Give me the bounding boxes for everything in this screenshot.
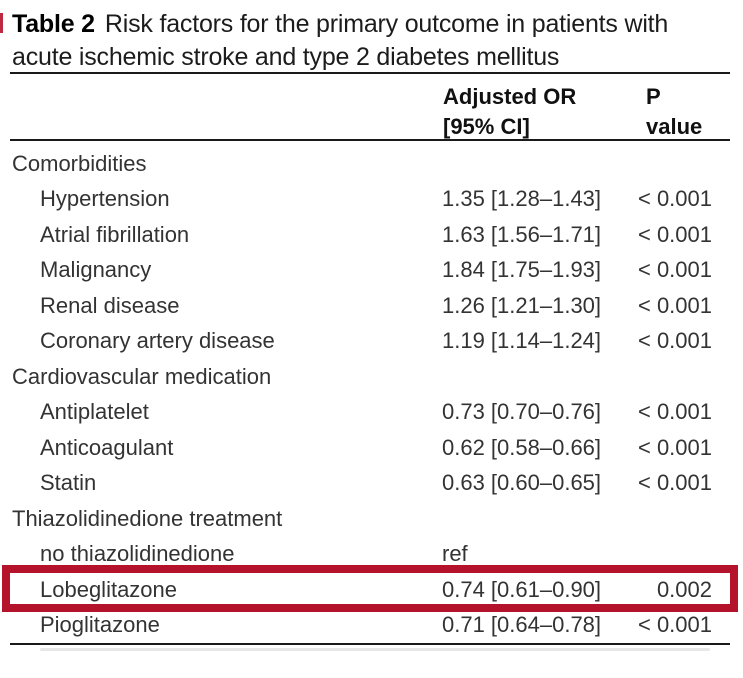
row-label: Lobeglitazone bbox=[40, 576, 178, 602]
row-label: Atrial fibrillation bbox=[40, 221, 190, 247]
table-number: Table 2 bbox=[12, 10, 95, 38]
row-odds-ratio: 1.84 [1.75–1.93] bbox=[442, 257, 602, 283]
table-row-lobeglitazone: Lobeglitazone 0.74 [0.61–0.90] 0.002 bbox=[0, 572, 743, 608]
row-label: Cardiovascular medication bbox=[12, 363, 272, 389]
header-bottom-rule bbox=[10, 139, 730, 141]
table-row-renal-disease: Renal disease 1.26 [1.21–1.30] < 0.001 bbox=[0, 288, 743, 324]
row-odds-ratio: 0.63 [0.60–0.65] bbox=[442, 470, 602, 496]
row-odds-ratio: 1.63 [1.56–1.71] bbox=[442, 221, 602, 247]
table-row-antiplatelet: Antiplatelet 0.73 [0.70–0.76] < 0.001 bbox=[0, 395, 743, 431]
row-label: Comorbidities bbox=[12, 150, 147, 176]
row-p-value: < 0.001 bbox=[637, 186, 712, 212]
table-row-malignancy: Malignancy 1.84 [1.75–1.93] < 0.001 bbox=[0, 253, 743, 289]
caption-line2: acute ischemic stroke and type 2 diabete… bbox=[12, 43, 560, 71]
table-body: Comorbidities Hypertension 1.35 [1.28–1.… bbox=[0, 146, 743, 643]
page-edge-red-mark bbox=[0, 13, 3, 33]
cropped-text-remnant bbox=[40, 648, 710, 651]
row-label: Thiazolidinedione treatment bbox=[12, 505, 283, 531]
table-row-anticoagulant: Anticoagulant 0.62 [0.58–0.66] < 0.001 bbox=[0, 430, 743, 466]
row-p-value: < 0.001 bbox=[637, 221, 712, 247]
column-header-adjusted-or: Adjusted OR [95% CI] bbox=[443, 84, 577, 139]
section-row-comorbidities: Comorbidities bbox=[0, 146, 743, 182]
table-row-atrial-fibrillation: Atrial fibrillation 1.63 [1.56–1.71] < 0… bbox=[0, 217, 743, 253]
row-odds-ratio: 1.35 [1.28–1.43] bbox=[442, 186, 602, 212]
row-label: Antiplatelet bbox=[40, 399, 149, 425]
table-top-rule bbox=[10, 72, 730, 74]
row-p-value: < 0.001 bbox=[637, 292, 712, 318]
section-row-thiazolidinedione-treatment: Thiazolidinedione treatment bbox=[0, 501, 743, 537]
section-row-cardiovascular-medication: Cardiovascular medication bbox=[0, 359, 743, 395]
caption-line1: Risk factors for the primary outcome in … bbox=[104, 10, 669, 38]
row-label: Statin bbox=[40, 470, 97, 496]
row-odds-ratio: 1.19 [1.14–1.24] bbox=[442, 328, 602, 354]
table-row-pioglitazone: Pioglitazone 0.71 [0.64–0.78] < 0.001 bbox=[0, 608, 743, 644]
row-label: Pioglitazone bbox=[40, 612, 160, 638]
table-bottom-rule bbox=[10, 643, 730, 645]
row-p-value: 0.002 bbox=[656, 576, 712, 602]
row-p-value: < 0.001 bbox=[637, 328, 712, 354]
row-odds-ratio: 0.73 [0.70–0.76] bbox=[442, 399, 602, 425]
table-row-statin: Statin 0.63 [0.60–0.65] < 0.001 bbox=[0, 466, 743, 502]
table-caption: Table 2 Risk factors for the primary outc… bbox=[12, 8, 727, 74]
table-row-coronary-artery-disease: Coronary artery disease 1.19 [1.14–1.24]… bbox=[0, 324, 743, 360]
table-row-no-thiazolidinedione: no thiazolidinedione ref bbox=[0, 537, 743, 573]
row-odds-ratio: 0.74 [0.61–0.90] bbox=[442, 576, 602, 602]
row-p-value: < 0.001 bbox=[637, 470, 712, 496]
row-odds-ratio: 1.26 [1.21–1.30] bbox=[442, 292, 602, 318]
row-label: Coronary artery disease bbox=[40, 328, 275, 354]
row-label: no thiazolidinedione bbox=[40, 541, 235, 567]
column-header-p-value: P value bbox=[646, 84, 703, 139]
row-label: Hypertension bbox=[40, 186, 170, 212]
row-label: Malignancy bbox=[40, 257, 152, 283]
row-p-value: < 0.001 bbox=[637, 612, 712, 638]
row-odds-ratio: ref bbox=[442, 541, 468, 567]
row-odds-ratio: 0.71 [0.64–0.78] bbox=[442, 612, 602, 638]
row-p-value: < 0.001 bbox=[637, 257, 712, 283]
row-odds-ratio: 0.62 [0.58–0.66] bbox=[442, 434, 602, 460]
row-label: Anticoagulant bbox=[40, 434, 174, 460]
row-p-value: < 0.001 bbox=[637, 434, 712, 460]
row-label: Renal disease bbox=[40, 292, 180, 318]
row-p-value: < 0.001 bbox=[637, 399, 712, 425]
table-row-hypertension: Hypertension 1.35 [1.28–1.43] < 0.001 bbox=[0, 182, 743, 218]
